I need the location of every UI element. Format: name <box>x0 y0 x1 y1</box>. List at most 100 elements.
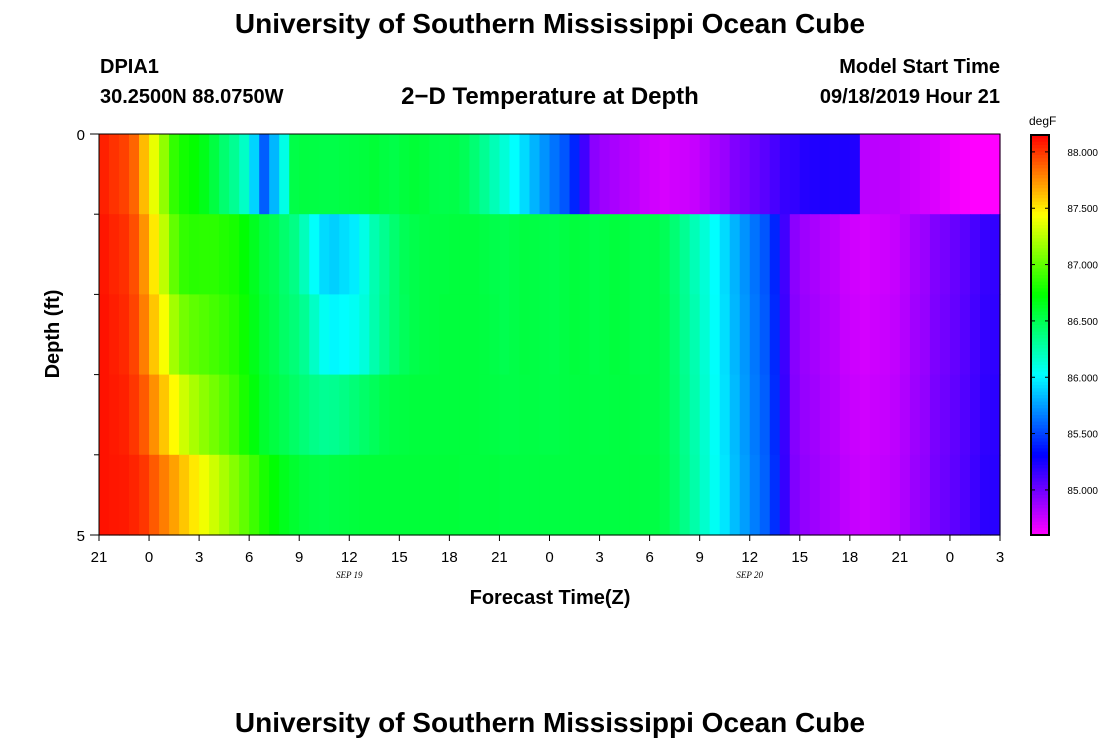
heatmap-cell <box>399 294 410 376</box>
heatmap-cells <box>99 134 1001 536</box>
colorbar-swatch <box>1031 251 1049 256</box>
heatmap-cell <box>209 454 220 536</box>
heatmap-cell <box>529 294 541 376</box>
colorbar-tick-label: 87.500 <box>1067 204 1098 215</box>
heatmap-cell <box>859 454 871 536</box>
colorbar-swatch <box>1031 138 1049 143</box>
heatmap-cell <box>789 214 801 295</box>
colorbar-swatch <box>1031 531 1049 536</box>
colorbar-swatch <box>1031 165 1049 169</box>
heatmap-cell <box>859 134 871 215</box>
x-tick-label: 3 <box>996 549 1004 566</box>
heatmap-cell <box>279 454 290 536</box>
heatmap-cell <box>539 454 551 536</box>
heatmap-cell <box>129 134 140 215</box>
colorbar-swatch <box>1031 255 1049 259</box>
x-tick-label: 9 <box>295 549 303 566</box>
heatmap-cell <box>869 294 881 376</box>
x-tick-label: 21 <box>491 549 508 566</box>
heatmap-cell <box>519 374 531 456</box>
y-axis-title: Depth (ft) <box>42 290 64 379</box>
colorbar-swatch <box>1031 328 1049 333</box>
heatmap-cell <box>549 374 561 456</box>
heatmap-cell <box>319 454 330 536</box>
heatmap-cell <box>539 294 551 376</box>
heatmap-cell <box>319 134 330 215</box>
heatmap-cell <box>869 454 881 536</box>
colorbar-swatch <box>1031 461 1049 466</box>
heatmap-cell <box>779 294 791 376</box>
heatmap-cell <box>229 134 240 215</box>
heatmap-cell <box>529 374 541 456</box>
colorbar-swatch <box>1031 425 1049 429</box>
heatmap-cell <box>599 134 611 215</box>
colorbar-swatch <box>1031 218 1049 223</box>
heatmap-cell <box>469 294 481 376</box>
heatmap-cell <box>109 374 120 456</box>
heatmap-cell <box>759 214 771 295</box>
heatmap-cell <box>669 454 681 536</box>
colorbar-swatch <box>1031 395 1049 399</box>
heatmap-cell <box>789 454 801 536</box>
colorbar-swatch <box>1031 311 1049 316</box>
heatmap-cell <box>639 134 651 215</box>
colorbar-swatch <box>1031 245 1049 249</box>
heatmap-cell <box>449 374 460 456</box>
colorbar-swatch <box>1031 195 1049 199</box>
heatmap-cell <box>569 214 581 295</box>
x-tick-label: 21 <box>892 549 909 566</box>
heatmap-cell <box>659 134 671 215</box>
heatmap-cell <box>329 454 340 536</box>
heatmap-cell <box>939 374 951 456</box>
heatmap-cell <box>289 214 300 295</box>
heatmap-cell <box>979 134 991 215</box>
colorbar-swatch <box>1031 321 1049 326</box>
heatmap-cell <box>169 454 180 536</box>
heatmap-cell <box>589 294 601 376</box>
heatmap-cell <box>759 454 771 536</box>
heatmap-cell <box>449 454 460 536</box>
heatmap-cell <box>379 454 390 536</box>
colorbar-swatch <box>1031 431 1049 436</box>
heatmap-cell <box>259 374 270 456</box>
heatmap-cell <box>299 294 310 376</box>
colorbar-swatch <box>1031 478 1049 483</box>
heatmap-cell <box>589 134 601 215</box>
colorbar-swatch <box>1031 518 1049 523</box>
heatmap-cell <box>569 374 581 456</box>
heatmap-cell <box>759 134 771 215</box>
heatmap-cell <box>989 134 1001 215</box>
heatmap-cell <box>859 294 871 376</box>
colorbar-swatch <box>1031 471 1049 476</box>
heatmap-cell <box>679 454 691 536</box>
heatmap-cell <box>329 134 340 215</box>
heatmap-cell <box>739 454 751 536</box>
heatmap-cell <box>809 454 821 536</box>
heatmap-cell <box>99 214 110 295</box>
heatmap-cell <box>589 374 601 456</box>
heatmap-cell <box>679 374 691 456</box>
heatmap-cell <box>469 454 481 536</box>
heatmap-cell <box>979 374 991 456</box>
heatmap-cell <box>289 374 300 456</box>
heatmap-cell <box>159 294 170 376</box>
heatmap-cell <box>609 134 621 215</box>
heatmap-cell <box>159 374 170 456</box>
heatmap-cell <box>959 134 971 215</box>
heatmap-cell <box>779 374 791 456</box>
heatmap-cell <box>509 294 521 376</box>
heatmap-cell <box>919 134 931 215</box>
heatmap-cell <box>189 214 200 295</box>
heatmap-cell <box>539 214 551 295</box>
heatmap-cell <box>369 214 380 295</box>
heatmap-cell <box>119 214 130 295</box>
heatmap-cell <box>659 294 671 376</box>
heatmap-cell <box>179 294 190 376</box>
heatmap-cell <box>419 374 430 456</box>
heatmap-cell <box>209 134 220 215</box>
heatmap-cell <box>709 134 721 215</box>
heatmap-cell <box>429 374 440 456</box>
heatmap-cell <box>439 134 450 215</box>
colorbar-swatch <box>1031 278 1049 283</box>
heatmap-cell <box>159 454 170 536</box>
